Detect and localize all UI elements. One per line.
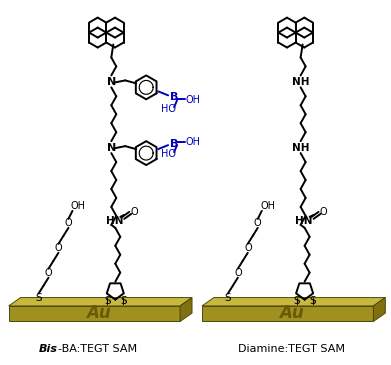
Text: NH: NH	[292, 77, 309, 87]
Text: O: O	[320, 207, 327, 217]
Text: OH: OH	[185, 137, 201, 147]
Text: Bis: Bis	[38, 344, 57, 354]
Text: OH: OH	[260, 201, 275, 211]
Text: O: O	[254, 218, 262, 228]
Text: O: O	[45, 268, 52, 278]
Text: OH: OH	[185, 95, 201, 105]
Text: S: S	[120, 296, 127, 306]
Polygon shape	[373, 297, 385, 322]
Text: NH: NH	[292, 143, 309, 153]
Polygon shape	[9, 306, 180, 322]
Text: N: N	[107, 143, 116, 153]
Text: B: B	[170, 139, 178, 149]
Text: O: O	[131, 207, 138, 217]
Text: OH: OH	[71, 201, 86, 211]
Text: -BA:TEGT SAM: -BA:TEGT SAM	[59, 344, 138, 354]
Text: Au: Au	[279, 304, 304, 322]
Text: HN: HN	[106, 216, 123, 226]
Text: N: N	[107, 77, 116, 87]
Polygon shape	[180, 297, 192, 322]
Text: O: O	[244, 243, 252, 253]
Text: Au: Au	[86, 304, 111, 322]
Text: O: O	[234, 268, 242, 278]
Text: B: B	[170, 92, 178, 102]
Text: HN: HN	[295, 216, 312, 226]
Text: O: O	[55, 243, 62, 253]
Text: S: S	[35, 293, 42, 303]
Text: O: O	[65, 218, 72, 228]
Polygon shape	[9, 297, 192, 306]
Text: S: S	[309, 296, 316, 306]
Text: S: S	[293, 296, 300, 306]
Text: S: S	[224, 293, 231, 303]
Text: Diamine:TEGT SAM: Diamine:TEGT SAM	[238, 344, 345, 354]
Text: HO: HO	[161, 104, 176, 114]
Text: HO: HO	[161, 149, 176, 159]
Text: S: S	[104, 296, 111, 306]
Polygon shape	[202, 297, 385, 306]
Polygon shape	[202, 306, 373, 322]
